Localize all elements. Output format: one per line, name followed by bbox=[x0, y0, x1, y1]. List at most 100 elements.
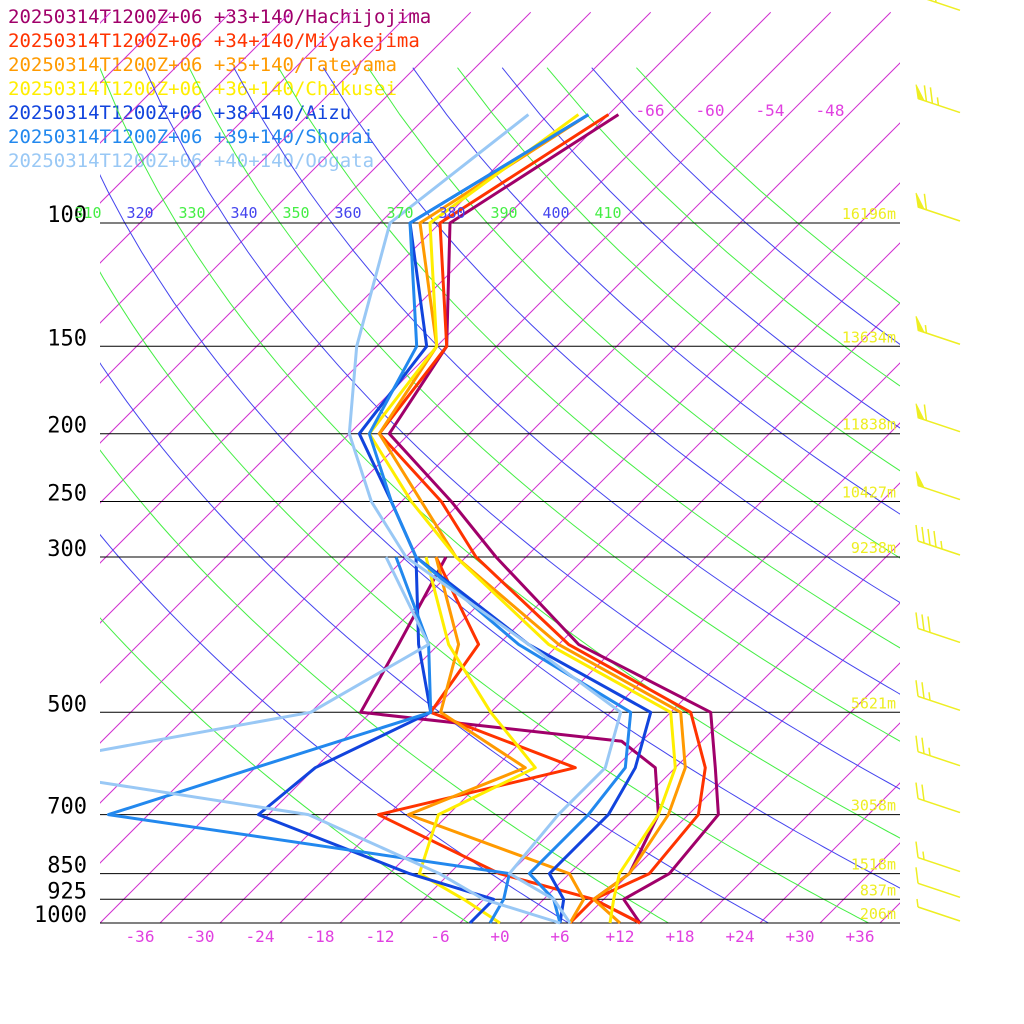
x-tick-label: +24 bbox=[726, 927, 755, 946]
pressure-grid bbox=[100, 222, 900, 924]
pressure-label: 1000 bbox=[34, 903, 87, 928]
dry-adiabat-line bbox=[143, 67, 900, 790]
isotherm-label: -54 bbox=[756, 101, 785, 120]
theta-label: 330 bbox=[178, 204, 205, 222]
legend: 20250314T1200Z+06 +33+140/Hachijojima 20… bbox=[8, 5, 431, 173]
height-label: 837m bbox=[860, 881, 896, 899]
isotherm-line bbox=[279, 302, 900, 924]
legend-item: 20250314T1200Z+06 +34+140/Miyakejima bbox=[8, 30, 420, 52]
dry-adiabat-line bbox=[278, 67, 900, 649]
isotherm-label: -48 bbox=[816, 101, 845, 120]
theta-label: 380 bbox=[438, 204, 465, 222]
x-tick-label: -30 bbox=[186, 927, 215, 946]
theta-label: 320 bbox=[126, 204, 153, 222]
x-tick-label: -24 bbox=[246, 927, 275, 946]
isotherm-label: -66 bbox=[636, 101, 665, 120]
dry-adiabat-line bbox=[100, 174, 900, 889]
wind-barb bbox=[915, 841, 961, 873]
x-tick-label: +12 bbox=[606, 927, 635, 946]
wind-barb bbox=[915, 403, 961, 433]
dry-adiabat-line bbox=[322, 67, 900, 604]
height-label: 1518m bbox=[851, 856, 896, 874]
legend-item: 20250314T1200Z+06 +40+140/Oogata bbox=[8, 150, 375, 172]
dry-adiabat-line bbox=[188, 67, 900, 742]
isotherm-line bbox=[100, 11, 292, 204]
x-tick-label: -6 bbox=[430, 927, 449, 946]
theta-label: 340 bbox=[230, 204, 257, 222]
theta-label: 310 bbox=[74, 204, 101, 222]
isotherm-line bbox=[399, 422, 900, 924]
isotherm-line bbox=[699, 722, 900, 924]
wind-barb bbox=[916, 898, 961, 922]
isotherm-line bbox=[100, 62, 900, 864]
x-tick-label: +6 bbox=[550, 927, 569, 946]
x-tick-label: -12 bbox=[366, 927, 395, 946]
theta-label: 400 bbox=[542, 204, 569, 222]
temperature-line bbox=[367, 113, 633, 924]
isotherm-line bbox=[100, 11, 532, 444]
isotherm-line bbox=[879, 902, 900, 924]
height-label: 3058m bbox=[851, 797, 896, 815]
legend-item: 20250314T1200Z+06 +33+140/Hachijojima bbox=[8, 6, 432, 28]
height-label: 206m bbox=[860, 905, 896, 923]
wind-barb bbox=[915, 680, 961, 711]
dry-adiabat-line bbox=[367, 67, 900, 559]
legend-item: 20250314T1200Z+06 +38+140/Aizu bbox=[8, 102, 352, 124]
dewpoint-line bbox=[100, 556, 561, 925]
dry-adiabat-line bbox=[233, 67, 900, 695]
isotherm-line bbox=[219, 242, 900, 924]
dry-adiabat-line bbox=[457, 67, 900, 472]
wind-barb bbox=[915, 192, 961, 222]
wind-barb bbox=[915, 524, 961, 556]
isotherm-line bbox=[100, 11, 172, 84]
height-label: 16196m bbox=[842, 205, 896, 223]
pressure-label: 200 bbox=[47, 414, 87, 439]
dewpoint-line bbox=[406, 556, 586, 924]
legend-item: 20250314T1200Z+06 +39+140/Shonai bbox=[8, 126, 375, 148]
dewpoint-line bbox=[106, 556, 511, 924]
height-label: 11838m bbox=[842, 416, 896, 434]
isotherm-line bbox=[459, 482, 900, 924]
pressure-label: 100 bbox=[47, 203, 87, 228]
dry-adiabat-line bbox=[412, 67, 900, 515]
isotherm-line bbox=[100, 11, 592, 504]
pressure-label: 850 bbox=[47, 854, 87, 879]
isotherm-line bbox=[339, 362, 900, 924]
wind-barb bbox=[915, 84, 961, 114]
dry-adiabat-line bbox=[100, 271, 869, 924]
isotherm-line bbox=[100, 122, 900, 924]
theta-label: 390 bbox=[490, 204, 517, 222]
wind-barb bbox=[915, 867, 961, 899]
dry-adiabat-lines bbox=[100, 67, 900, 924]
pressure-label: 500 bbox=[47, 692, 87, 717]
wind-barb bbox=[915, 471, 961, 501]
isotherm-line bbox=[100, 11, 772, 684]
wind-barb bbox=[915, 612, 961, 644]
temperature-line bbox=[377, 113, 707, 925]
isotherm-line bbox=[100, 11, 112, 24]
dry-adiabat-line bbox=[636, 67, 900, 304]
isotherm-line bbox=[579, 602, 900, 924]
x-tick-label: -18 bbox=[306, 927, 335, 946]
theta-label: 370 bbox=[386, 204, 413, 222]
isotherm-line bbox=[100, 11, 472, 384]
sounding-series bbox=[100, 113, 720, 925]
isotherm-line bbox=[100, 11, 712, 624]
legend-item: 20250314T1200Z+06 +35+140/Tateyama bbox=[8, 54, 397, 76]
pressure-label: 250 bbox=[47, 482, 87, 507]
x-tick-label: +36 bbox=[846, 927, 875, 946]
pressure-label: 150 bbox=[47, 326, 87, 351]
dewpoint-line bbox=[256, 556, 496, 925]
pressure-label: 300 bbox=[47, 537, 87, 562]
legend-item: 20250314T1200Z+06 +36+140/Chikusei bbox=[8, 78, 397, 100]
isotherm-line bbox=[100, 11, 652, 564]
height-label: 13634m bbox=[842, 328, 896, 346]
dewpoint-line bbox=[376, 556, 596, 925]
x-tick-label: -36 bbox=[126, 927, 155, 946]
height-label: 10427m bbox=[842, 484, 896, 502]
dry-adiabat-line bbox=[100, 449, 669, 924]
height-label: 5621m bbox=[851, 694, 896, 712]
theta-label: 360 bbox=[334, 204, 361, 222]
isotherm-line bbox=[100, 11, 412, 324]
